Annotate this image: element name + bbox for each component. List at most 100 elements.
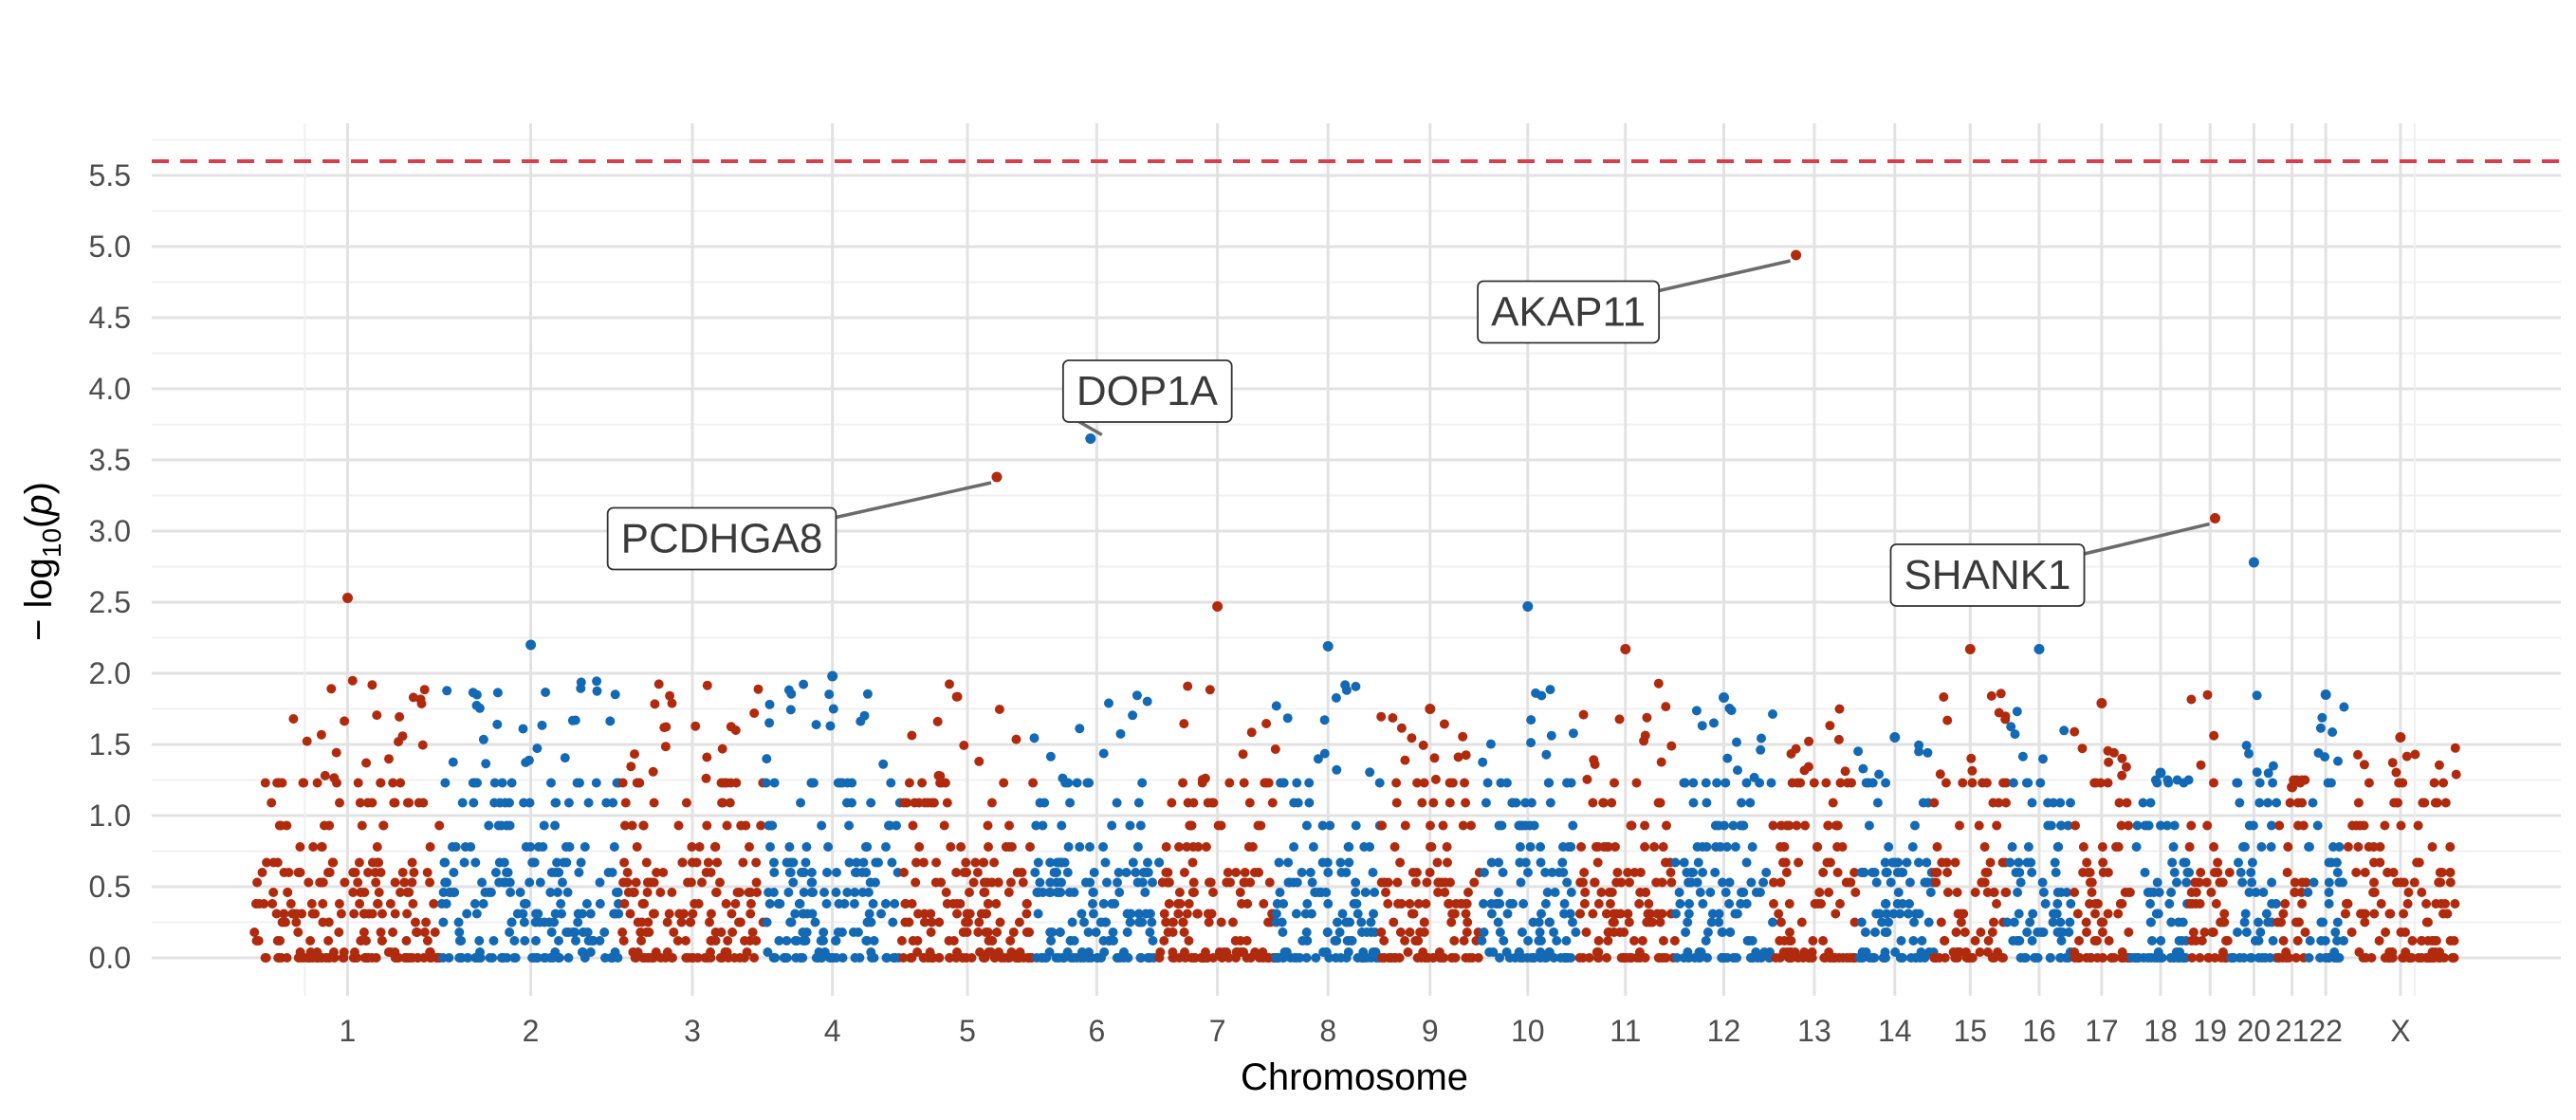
- snp-point: [2124, 927, 2134, 937]
- snp-point: [1994, 798, 2004, 808]
- snp-point: [1679, 778, 1689, 788]
- snp-point: [1228, 917, 1238, 927]
- snp-point: [1717, 953, 1727, 963]
- snp-point: [2153, 909, 2163, 919]
- snp-point: [1178, 917, 1188, 927]
- snp-point: [631, 877, 641, 888]
- snp-point: [525, 842, 536, 852]
- snp-point: [874, 857, 883, 868]
- snp-point: [1044, 888, 1055, 897]
- snp-point: [609, 842, 619, 852]
- snp-point: [849, 899, 859, 909]
- snp-point: [1672, 953, 1683, 963]
- snp-point: [2124, 888, 2133, 897]
- snp-point: [502, 868, 511, 877]
- snp-point: [1604, 927, 1614, 937]
- snp-point: [607, 953, 617, 963]
- snp-point: [317, 842, 326, 852]
- snp-point: [1766, 778, 1776, 788]
- snp-point: [2330, 927, 2341, 937]
- snp-point: [1126, 909, 1136, 919]
- snp-point: [839, 899, 850, 909]
- snp-point: [2278, 936, 2289, 946]
- snp-point: [448, 757, 458, 767]
- snp-point: [1576, 842, 1587, 852]
- snp-point: [250, 899, 261, 909]
- snp-point: [1679, 857, 1689, 868]
- snp-point: [655, 888, 666, 897]
- snp-point: [1936, 917, 1946, 927]
- snp-point: [402, 909, 413, 919]
- snp-point: [532, 744, 543, 754]
- snp-point: [2072, 909, 2083, 919]
- snp-point: [799, 679, 809, 689]
- snp-point: [1395, 927, 1406, 937]
- snp-point: [1091, 927, 1101, 937]
- snp-point: [1271, 701, 1281, 711]
- snp-point: [763, 947, 773, 957]
- snp-point: [2332, 868, 2343, 877]
- peak-snp-point: [1620, 644, 1631, 654]
- snp-point: [1515, 842, 1525, 852]
- snp-point: [1774, 909, 1784, 919]
- snp-point: [445, 888, 455, 897]
- snp-point: [2334, 877, 2345, 888]
- snp-point: [1336, 868, 1347, 877]
- x-tick-label: 22: [2309, 1014, 2343, 1048]
- snp-point: [1642, 712, 1652, 723]
- snp-point: [688, 909, 698, 919]
- snp-point: [2051, 868, 2061, 877]
- snp-point: [2097, 927, 2107, 937]
- snp-point: [297, 909, 307, 919]
- snp-point: [1178, 778, 1188, 788]
- snp-point: [1837, 842, 1848, 852]
- snp-point: [1741, 778, 1752, 788]
- snp-point: [2292, 936, 2303, 946]
- snp-point: [1975, 947, 1985, 957]
- snp-point: [2078, 842, 2088, 852]
- snp-point: [1709, 718, 1719, 728]
- snp-point: [1935, 769, 1945, 780]
- snp-point: [2399, 877, 2409, 888]
- snp-point: [1705, 888, 1716, 897]
- snp-point: [1302, 899, 1313, 909]
- snp-point: [1046, 936, 1057, 946]
- snp-point: [1744, 936, 1755, 946]
- snp-point: [334, 899, 344, 909]
- snp-point: [712, 857, 723, 868]
- snp-point: [2347, 820, 2358, 831]
- snp-point: [1030, 868, 1040, 877]
- snp-point: [1987, 927, 1997, 937]
- snp-point: [439, 857, 450, 868]
- snp-point: [1230, 936, 1241, 946]
- snp-point: [734, 888, 745, 897]
- snp-point: [844, 857, 855, 868]
- snp-point: [506, 888, 516, 897]
- snp-point: [855, 953, 865, 963]
- snp-point: [2116, 820, 2126, 831]
- snp-point: [1800, 820, 1811, 831]
- snp-point: [2320, 936, 2330, 946]
- snp-point: [2055, 917, 2066, 927]
- snp-point: [537, 720, 547, 730]
- snp-point: [276, 820, 286, 831]
- snp-point: [1902, 857, 1912, 868]
- snp-point: [519, 917, 529, 927]
- snp-point: [1604, 888, 1614, 897]
- snp-point: [1236, 947, 1246, 957]
- snp-point: [553, 868, 563, 877]
- snp-point: [2145, 888, 2156, 897]
- snp-point: [1405, 899, 1415, 909]
- snp-point: [2327, 857, 2337, 868]
- snp-point: [2208, 927, 2218, 937]
- snp-point: [2297, 899, 2308, 909]
- snp-point: [1684, 953, 1694, 963]
- snp-point: [2438, 778, 2449, 788]
- snp-point: [1792, 820, 1802, 831]
- snp-point: [474, 936, 485, 946]
- snp-point: [1683, 917, 1693, 927]
- snp-point: [723, 936, 733, 946]
- snp-point: [1341, 685, 1352, 695]
- snp-point: [831, 888, 841, 897]
- snp-point: [1183, 798, 1193, 808]
